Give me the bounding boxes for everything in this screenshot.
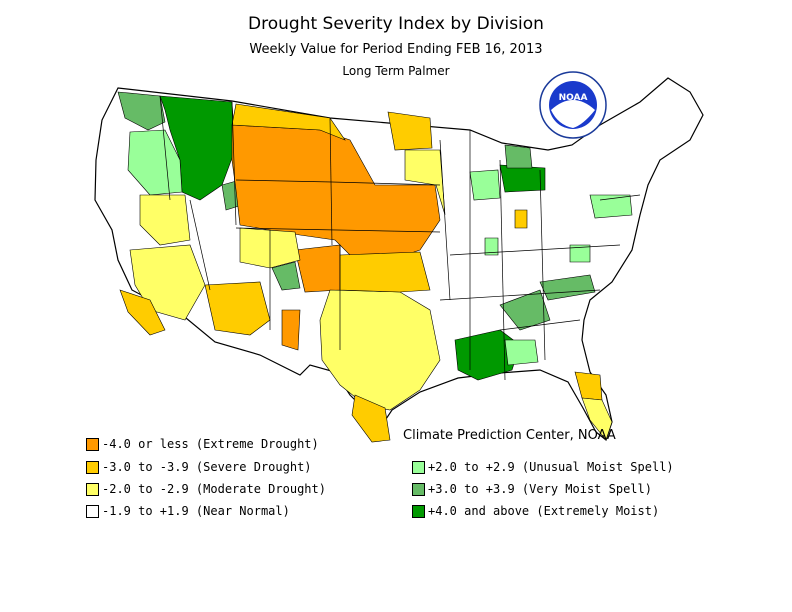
state-boundaries: [159, 95, 641, 381]
legend-item: +4.0 and above (Extremely Moist): [412, 503, 659, 519]
legend-item: -3.0 to -3.9 (Severe Drought): [86, 459, 312, 475]
legend-label: +3.0 to +3.9 (Very Moist Spell): [428, 482, 652, 496]
legend-item: -4.0 or less (Extreme Drought): [86, 436, 319, 452]
region-kentucky-unusual-moist: [569, 244, 591, 263]
region-alabama-unusual-moist: [504, 339, 539, 366]
region-wisconsin-unusual-moist: [469, 169, 501, 201]
region-texas-moderate: [319, 289, 441, 411]
noaa-logo-icon: NOAA: [539, 71, 607, 139]
region-southwest-severe: [204, 281, 271, 336]
legend-swatch: [412, 482, 425, 496]
region-new-mexico-extreme: [281, 309, 301, 351]
region-michigan-extremely-moist: [499, 164, 546, 193]
region-tennessee-moist: [499, 289, 551, 331]
region-southern-california-severe: [119, 289, 166, 336]
region-pennsylvania-unusual-moist: [589, 194, 633, 219]
region-texas-coast-severe: [351, 394, 391, 443]
region-dakotas-severe: [387, 111, 433, 151]
index-name: Long Term Palmer: [342, 64, 450, 78]
region-oklahoma-severe: [339, 251, 431, 293]
region-florida-moderate: [581, 397, 613, 441]
region-indiana-severe: [514, 209, 528, 229]
legend-item: -2.0 to -2.9 (Moderate Drought): [86, 481, 326, 497]
region-nebraska-moderate: [404, 149, 446, 216]
region-michigan-moist: [504, 144, 533, 169]
region-northwest-moist: [117, 91, 166, 131]
region-nevada-moderate: [139, 194, 191, 246]
legend-label: -4.0 or less (Extreme Drought): [102, 437, 319, 451]
legend-label: -3.0 to -3.9 (Severe Drought): [102, 460, 312, 474]
map-title: Drought Severity Index by Division: [248, 14, 544, 34]
legend-item: +3.0 to +3.9 (Very Moist Spell): [412, 481, 652, 497]
region-iowa-unusual-moist: [484, 237, 499, 256]
legend-item: -1.9 to +1.9 (Near Normal): [86, 503, 290, 519]
legend-label: +2.0 to +2.9 (Unusual Moist Spell): [428, 460, 674, 474]
legend-label: -2.0 to -2.9 (Moderate Drought): [102, 482, 326, 496]
legend-swatch: [86, 482, 99, 496]
region-oregon-moist: [127, 129, 183, 196]
noaa-logo-text: NOAA: [559, 93, 588, 103]
region-colorado-moist: [271, 261, 301, 291]
legend-label: -1.9 to +1.9 (Near Normal): [102, 504, 290, 518]
legend-swatch: [412, 460, 425, 474]
legend-swatch: [86, 460, 99, 474]
region-layer: [117, 91, 633, 443]
map-subtitle: Weekly Value for Period Ending FEB 16, 2…: [249, 42, 543, 57]
region-carolina-moist: [539, 274, 596, 301]
credit-text: Climate Prediction Center, NOAA: [403, 428, 616, 443]
legend-item: +2.0 to +2.9 (Unusual Moist Spell): [412, 459, 674, 475]
legend-swatch: [412, 504, 425, 518]
legend-swatch: [86, 437, 99, 451]
legend-swatch: [86, 504, 99, 518]
legend-label: +4.0 and above (Extremely Moist): [428, 504, 660, 518]
